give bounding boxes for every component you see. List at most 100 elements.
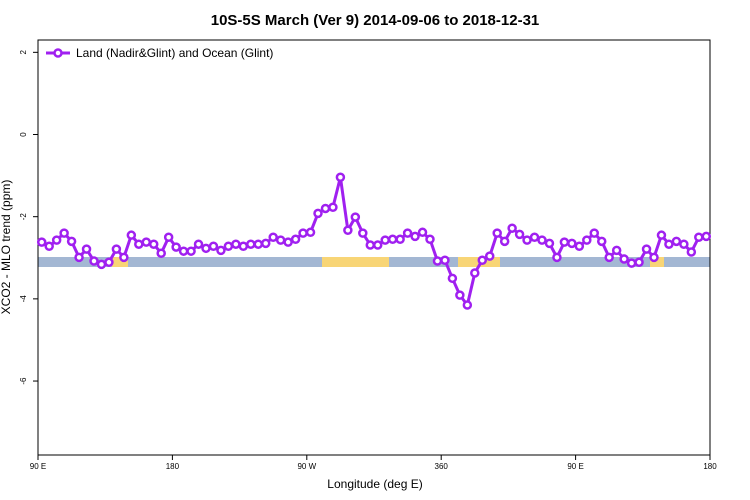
y-tick-label: 2 [19, 50, 28, 55]
x-tick-label: 90 W [297, 462, 316, 471]
data-point [589, 228, 600, 238]
land-band [322, 257, 389, 267]
data-point [679, 239, 689, 249]
data-point [246, 239, 256, 249]
data-point [387, 234, 398, 245]
data-point [193, 239, 204, 249]
x-tick-label: 90 E [30, 462, 46, 471]
data-point [507, 223, 517, 233]
data-point [604, 252, 614, 263]
data-point [156, 248, 166, 259]
data-point [701, 231, 712, 242]
data-point [395, 234, 405, 245]
data-point [529, 232, 540, 242]
data-point [365, 240, 376, 250]
data-point [44, 241, 54, 252]
data-point [694, 232, 704, 242]
data-point [514, 229, 525, 240]
data-point [96, 259, 107, 270]
data-point [328, 202, 338, 212]
land-band [650, 257, 664, 267]
data-point [141, 237, 152, 247]
data-point [499, 236, 510, 247]
data-point [253, 239, 264, 249]
data-point [275, 235, 286, 245]
data-point [611, 245, 622, 256]
plot-frame [37, 39, 711, 456]
data-point [66, 236, 77, 247]
data-point [36, 237, 47, 247]
x-tick-label: 180 [166, 462, 180, 471]
land-band [112, 257, 128, 267]
data-point [477, 255, 488, 265]
data-point [51, 235, 62, 245]
data-point [231, 239, 241, 249]
data-point [335, 172, 346, 182]
data-point [134, 239, 144, 249]
legend-label: Land (Nadir&Glint) and Ocean (Glint) [76, 46, 273, 60]
data-point [186, 246, 196, 256]
y-tick-label: -4 [19, 295, 28, 303]
data-point [111, 244, 122, 254]
data-point [216, 245, 226, 256]
data-point [432, 256, 443, 266]
legend-marker [53, 48, 63, 58]
data-point [343, 225, 353, 235]
chart-title: 10S-5S March (Ver 9) 2014-09-06 to 2018-… [211, 12, 540, 29]
data-point [447, 273, 458, 284]
data-point [559, 237, 570, 247]
x-tick-label: 360 [435, 462, 449, 471]
data-point [81, 244, 92, 254]
data-point [358, 228, 368, 238]
data-point [201, 243, 211, 254]
data-point [89, 256, 99, 266]
data-point [567, 238, 577, 249]
y-tick-label: -2 [19, 213, 28, 221]
data-point [320, 203, 331, 214]
data-point [402, 228, 413, 238]
y-axis-label: XCO2 - MLO trend (ppm) [0, 180, 13, 315]
data-point [119, 252, 129, 263]
data-point [455, 290, 465, 300]
y-tick-label: 0 [19, 132, 28, 137]
data-point [462, 300, 473, 310]
data-point [664, 239, 674, 249]
data-point [470, 268, 480, 278]
data-point [656, 230, 667, 240]
data-point [544, 238, 555, 249]
data-point [641, 244, 652, 254]
data-point [305, 227, 316, 238]
x-tick-label: 90 E [567, 462, 583, 471]
data-point [619, 254, 629, 264]
data-point [671, 236, 682, 247]
data-point [148, 239, 159, 249]
data-point [178, 246, 189, 256]
data-point [574, 241, 585, 252]
data-point [492, 228, 502, 238]
x-tick-label: 180 [703, 462, 717, 471]
data-point [283, 237, 293, 247]
data-point [380, 235, 390, 245]
data-point [104, 257, 114, 268]
data-point [537, 235, 547, 245]
data-point [298, 228, 308, 238]
data-point [417, 227, 428, 238]
data-point [260, 238, 271, 249]
data-point [552, 252, 562, 263]
data-point [649, 252, 659, 263]
data-point [238, 241, 249, 252]
data-point [223, 241, 234, 252]
data-point [425, 234, 435, 245]
data-point [163, 232, 174, 242]
data-point [126, 230, 137, 240]
data-point [171, 242, 181, 252]
data-point [596, 236, 607, 247]
data-point [582, 235, 592, 245]
data-point [59, 228, 69, 238]
data-point [626, 258, 637, 268]
data-point [484, 251, 495, 261]
data-point [634, 257, 644, 268]
data-point [686, 247, 697, 257]
data-point [372, 240, 383, 250]
